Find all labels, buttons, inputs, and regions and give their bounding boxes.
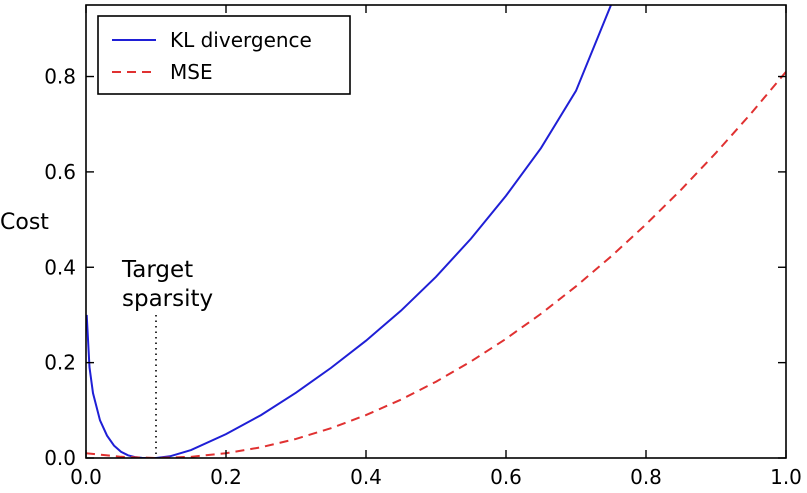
legend: KL divergence MSE <box>97 15 351 95</box>
x-tick-label: 1.0 <box>770 465 802 489</box>
annotation-text-target: Target <box>121 257 193 283</box>
y-tick-label: 0.0 <box>44 446 76 470</box>
x-tick-label: 0.4 <box>350 465 382 489</box>
plot-area <box>86 5 786 458</box>
y-tick-label: 0.6 <box>44 160 76 184</box>
target-sparsity-annotation: Target sparsity <box>121 257 213 458</box>
annotation-text-sparsity: sparsity <box>122 286 213 312</box>
y-tick-label: 0.4 <box>44 255 76 279</box>
y-axis-label: Cost <box>0 210 49 235</box>
x-tick-label: 0.8 <box>630 465 662 489</box>
legend-label-mse: MSE <box>170 60 213 84</box>
y-tick-label: 0.2 <box>44 351 76 375</box>
legend-label-kl-divergence: KL divergence <box>170 28 312 52</box>
plot-frame <box>85 4 787 459</box>
legend-box <box>97 15 351 95</box>
y-tick-label: 0.8 <box>44 65 76 89</box>
series-line-mse <box>86 71 786 458</box>
series-line-kl-divergence <box>86 5 612 458</box>
x-tick-label: 0.2 <box>210 465 242 489</box>
axes: 0.0 0.2 0.4 0.6 0.8 1.0 0.0 0.2 0.4 0.6 0.8 <box>44 5 802 489</box>
x-tick-label: 0.0 <box>70 465 102 489</box>
x-tick-label: 0.6 <box>490 465 522 489</box>
